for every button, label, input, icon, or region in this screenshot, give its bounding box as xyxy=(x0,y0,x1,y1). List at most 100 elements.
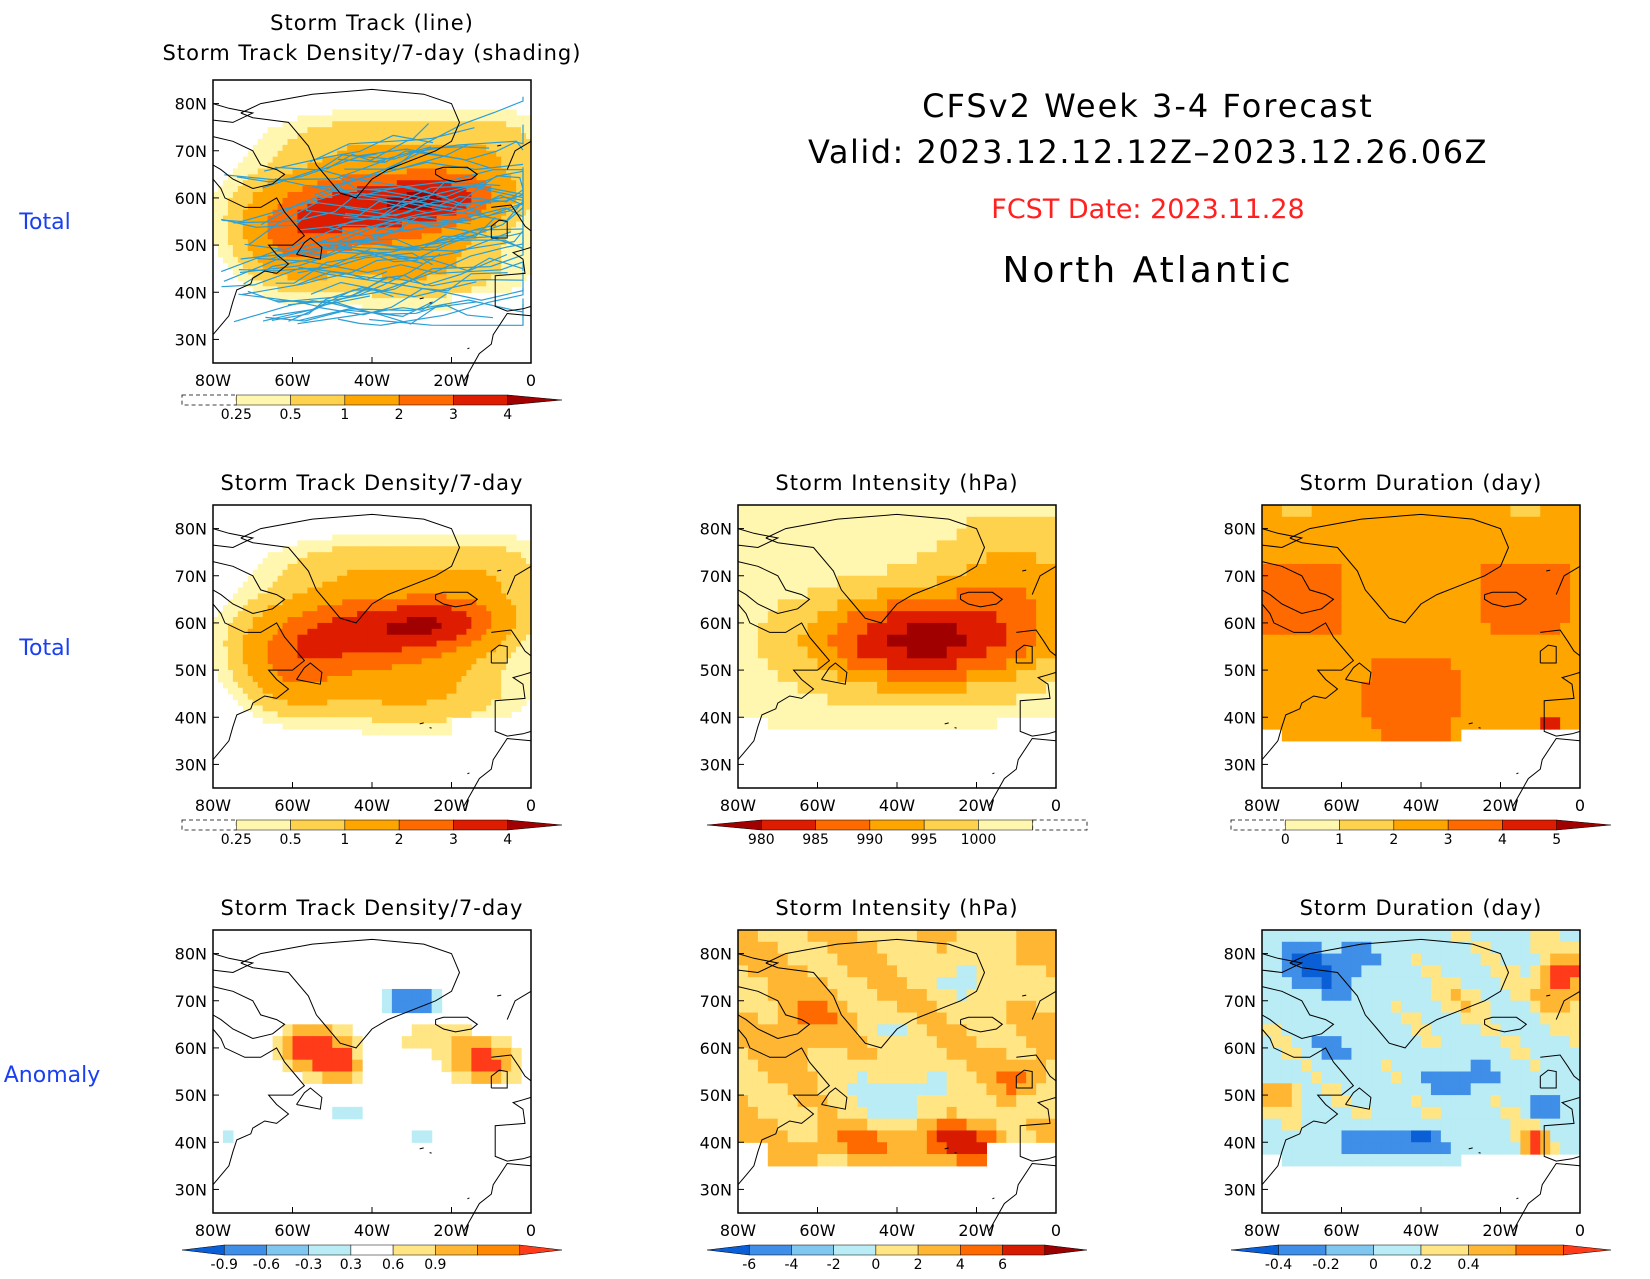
grid-cell xyxy=(377,705,383,712)
grid-cell xyxy=(297,257,303,264)
grid-cell xyxy=(248,157,254,164)
grid-cell xyxy=(738,588,749,600)
grid-cell xyxy=(491,588,497,595)
grid-cell xyxy=(302,688,308,695)
grid-cell xyxy=(967,540,978,552)
grid-cell xyxy=(1322,611,1333,623)
grid-cell xyxy=(397,127,403,134)
grid-cell xyxy=(496,682,502,689)
colorbar-segment xyxy=(816,820,870,830)
grid-cell xyxy=(293,688,299,695)
grid-cell xyxy=(253,163,259,170)
grid-cell xyxy=(491,127,497,134)
grid-cell xyxy=(258,635,264,642)
grid-cell xyxy=(283,617,289,624)
grid-cell xyxy=(738,694,749,706)
grid-cell xyxy=(223,664,229,671)
grid-cell xyxy=(491,546,497,553)
grid-cell xyxy=(947,564,958,576)
grid-cell xyxy=(1361,576,1372,588)
grid-cell xyxy=(986,588,997,600)
grid-cell xyxy=(977,705,988,717)
grid-cell xyxy=(422,552,428,559)
grid-cell xyxy=(352,711,358,718)
grid-cell xyxy=(357,582,363,589)
grid-cell xyxy=(337,682,343,689)
grid-cell xyxy=(516,157,522,164)
grid-cell xyxy=(263,239,269,246)
grid-cell xyxy=(427,546,433,553)
grid-cell xyxy=(402,109,408,116)
grid-cell xyxy=(447,121,453,128)
grid-cell xyxy=(957,623,968,635)
grid-cell xyxy=(452,676,458,683)
grid-cell xyxy=(516,127,522,134)
grid-cell xyxy=(788,611,799,623)
grid-cell xyxy=(238,611,244,618)
grid-cell xyxy=(402,570,408,577)
grid-cell xyxy=(501,605,507,612)
grid-cell xyxy=(461,546,467,553)
grid-cell xyxy=(372,546,378,553)
lat-tick-label: 40N xyxy=(700,708,732,727)
grid-cell xyxy=(347,711,353,718)
grid-cell xyxy=(253,227,259,234)
grid-cell xyxy=(947,529,958,541)
grid-cell xyxy=(1282,552,1293,564)
grid-cell xyxy=(342,133,348,140)
grid-cell xyxy=(407,115,413,122)
grid-cell xyxy=(501,157,507,164)
grid-cell xyxy=(1006,588,1017,600)
grid-cell xyxy=(1361,599,1372,611)
grid-cell xyxy=(233,186,239,193)
grid-cell xyxy=(387,109,393,116)
grid-cell xyxy=(1036,705,1047,717)
grid-cell xyxy=(897,552,908,564)
grid-cell xyxy=(407,611,413,618)
grid-cell xyxy=(268,629,274,636)
grid-cell xyxy=(372,127,378,134)
grid-cell xyxy=(447,617,453,624)
grid-cell xyxy=(506,546,512,553)
grid-cell xyxy=(496,599,502,606)
grid-cell xyxy=(317,558,323,565)
grid-cell xyxy=(382,145,388,152)
grid-cell xyxy=(1046,564,1057,576)
grid-cell xyxy=(238,593,244,600)
grid-cell xyxy=(496,658,502,665)
grid-cell xyxy=(456,534,462,541)
grid-cell xyxy=(342,552,348,559)
grid-cell xyxy=(738,647,749,659)
grid-cell xyxy=(432,564,438,571)
grid-cell xyxy=(491,251,497,257)
grid-cell xyxy=(238,599,244,606)
grid-cell xyxy=(243,168,249,175)
grid-cell xyxy=(452,694,458,701)
grid-cell xyxy=(213,222,219,229)
grid-cell xyxy=(461,286,467,293)
grid-cell xyxy=(392,676,398,683)
grid-cell xyxy=(263,564,269,571)
grid-cell xyxy=(927,647,938,659)
grid-cell xyxy=(382,564,388,571)
grid-cell xyxy=(218,210,224,217)
grid-cell xyxy=(412,611,418,618)
grid-cell xyxy=(1510,611,1521,623)
grid-cell xyxy=(238,168,244,175)
grid-cell xyxy=(302,582,308,589)
grid-cell xyxy=(372,605,378,612)
grid-cell xyxy=(293,582,299,589)
grid-cell xyxy=(357,593,363,600)
grid-cell xyxy=(867,670,878,682)
grid-cell xyxy=(967,564,978,576)
grid-cell xyxy=(466,582,472,589)
grid-cell xyxy=(452,700,458,707)
grid-cell xyxy=(307,552,313,559)
grid-cell xyxy=(362,109,368,116)
grid-cell xyxy=(278,145,284,152)
grid-cell xyxy=(1560,599,1571,611)
grid-cell xyxy=(332,582,338,589)
grid-cell xyxy=(233,694,239,701)
grid-cell xyxy=(501,611,507,618)
grid-cell xyxy=(1342,505,1353,517)
